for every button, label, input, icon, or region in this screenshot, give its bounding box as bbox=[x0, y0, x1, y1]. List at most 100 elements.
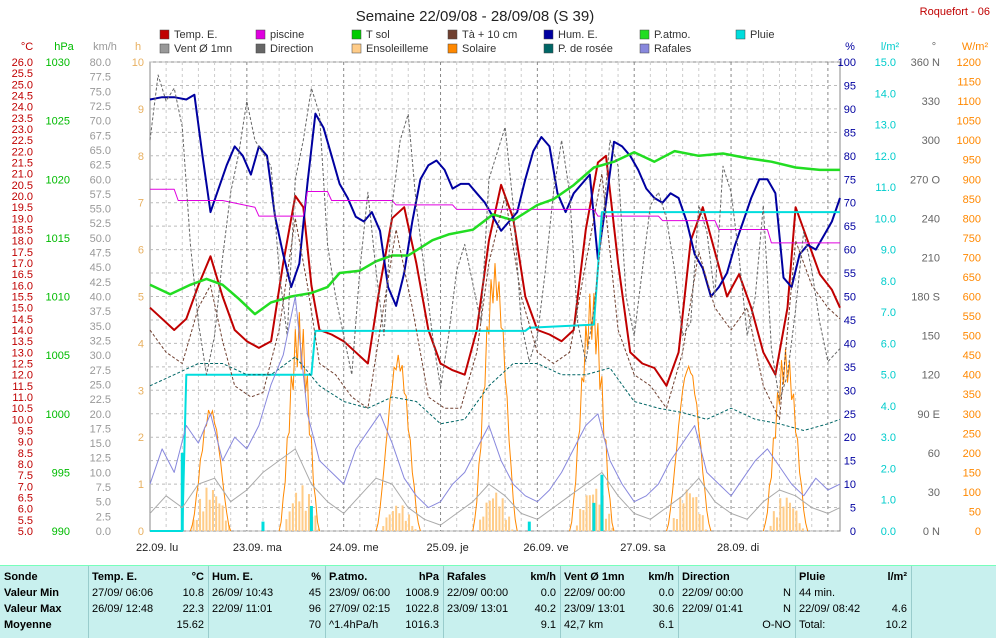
axis-tick-temp: 13.5 bbox=[12, 336, 33, 348]
axis-tick-pressure: 1025 bbox=[46, 116, 70, 128]
axis-tick-solar: 1150 bbox=[957, 77, 981, 89]
sunshine-bar bbox=[598, 504, 601, 531]
sunshine-bar bbox=[224, 520, 227, 531]
stats-avg-value: 10.2 bbox=[885, 619, 907, 631]
axis-tick-rain: 9.0 bbox=[881, 245, 896, 257]
series-rafales bbox=[149, 296, 841, 509]
axis-tick-solar: 0 bbox=[975, 526, 981, 538]
legend-label: Solaire bbox=[462, 43, 496, 55]
sunshine-bar bbox=[482, 516, 485, 531]
rain-bar bbox=[527, 521, 531, 531]
rain-bar bbox=[600, 474, 604, 531]
sunshine-bar bbox=[211, 490, 214, 531]
axis-tick-temp: 11.0 bbox=[12, 392, 33, 404]
axis-tick-rain: 13.0 bbox=[875, 120, 896, 132]
sunshine-bar bbox=[675, 519, 678, 531]
stats-min-date: 22/09/ 00:00 bbox=[564, 587, 626, 599]
axis-tick-humidity: 75 bbox=[844, 174, 856, 186]
chart-axes: 26.025.525.024.524.023.523.022.522.021.5… bbox=[12, 41, 989, 554]
axis-tick-solar: 250 bbox=[963, 428, 981, 440]
axis-tick-wind: 80.0 bbox=[90, 57, 111, 69]
sunshine-bar bbox=[582, 510, 585, 531]
axis-tick-temp: 10.0 bbox=[12, 414, 33, 426]
stats-max-value: 40.2 bbox=[534, 603, 556, 615]
legend-label: Tà + 10 cm bbox=[462, 29, 517, 41]
axis-tick-temp: 20.0 bbox=[12, 191, 33, 203]
sunshine-bar bbox=[192, 519, 195, 531]
axis-tick-wind: 15.0 bbox=[90, 438, 111, 450]
rain-bar bbox=[592, 502, 596, 531]
axis-tick-wind: 5.0 bbox=[96, 497, 111, 509]
axis-tick-solar: 1100 bbox=[957, 96, 981, 108]
stats-min-date: 22/09/ 00:00 bbox=[447, 587, 509, 599]
axis-tick-solar: 950 bbox=[963, 155, 981, 167]
axis-tick-temp: 24.5 bbox=[12, 91, 33, 103]
axis-tick-wind: 75.0 bbox=[90, 86, 111, 98]
axis-tick-wind: 62.5 bbox=[90, 160, 111, 172]
axis-tick-rain: 3.0 bbox=[881, 432, 896, 444]
x-axis-day-label: 22.09. lu bbox=[136, 542, 178, 554]
row-label-sonde: Sonde bbox=[4, 571, 38, 583]
stats-min-value: N bbox=[783, 587, 791, 599]
stats-avg-value: 9.1 bbox=[540, 619, 556, 631]
legend-label: P. de rosée bbox=[558, 43, 613, 55]
legend-swatch bbox=[351, 43, 362, 54]
sunshine-bar bbox=[228, 525, 231, 531]
axis-tick-temp: 8.5 bbox=[18, 448, 33, 460]
axis-unit-solar: W/m² bbox=[962, 41, 989, 53]
sunshine-bar bbox=[408, 514, 411, 531]
sunshine-bar bbox=[388, 514, 391, 531]
stats-max-value: 96 bbox=[308, 603, 321, 615]
axis-tick-sun: 1 bbox=[138, 479, 144, 491]
sunshine-bar bbox=[317, 528, 320, 531]
stats-max-date: 26/09/ 12:48 bbox=[92, 603, 154, 615]
sunshine-bar bbox=[195, 519, 198, 531]
axis-unit-sun: h bbox=[135, 41, 141, 53]
axis-tick-humidity: 95 bbox=[844, 80, 856, 92]
axis-tick-wind: 60.0 bbox=[90, 174, 111, 186]
stats-col-title: Vent Ø 1mn bbox=[564, 571, 625, 583]
axis-tick-humidity: 10 bbox=[844, 479, 856, 491]
axis-tick-pressure: 1005 bbox=[46, 350, 70, 362]
legend-label: T sol bbox=[366, 29, 390, 41]
stats-min-value: 1008.9 bbox=[405, 587, 439, 599]
sunshine-bar bbox=[485, 502, 488, 531]
legend-swatch bbox=[543, 43, 554, 54]
sunshine-bar bbox=[608, 513, 611, 531]
solar-curve bbox=[569, 293, 615, 532]
axis-tick-rain: 8.0 bbox=[881, 276, 896, 288]
chart-grid bbox=[149, 61, 841, 532]
sunshine-bar bbox=[701, 515, 704, 531]
legend-swatch bbox=[447, 29, 458, 40]
sunshine-bar bbox=[801, 528, 804, 531]
x-axis-day-label: 23.09. ma bbox=[233, 542, 283, 554]
stats-min-date: 27/09/ 06:06 bbox=[92, 587, 154, 599]
axis-tick-pressure: 1015 bbox=[46, 233, 70, 245]
axis-tick-wind: 25.0 bbox=[90, 379, 111, 391]
sunshine-bar bbox=[772, 511, 775, 531]
axis-tick-rain: 4.0 bbox=[881, 401, 896, 413]
stats-max-value: 22.3 bbox=[182, 603, 204, 615]
axis-tick-rain: 1.0 bbox=[881, 495, 896, 507]
sunshine-bar bbox=[411, 525, 414, 531]
legend-swatch bbox=[159, 29, 170, 40]
axis-tick-temp: 20.5 bbox=[12, 180, 33, 192]
sunshine-bar bbox=[588, 495, 591, 531]
axis-tick-solar: 900 bbox=[963, 174, 981, 186]
axis-tick-wind: 32.5 bbox=[90, 335, 111, 347]
stats-column: Pluie l/m² 44 min. 22/09/ 08:42 4.6 Total: 10.… bbox=[795, 566, 912, 638]
axis-tick-solar: 200 bbox=[963, 448, 981, 460]
stats-table: Sonde Valeur Min Valeur Max Moyenne Temp… bbox=[0, 565, 996, 638]
axis-tick-sun: 5 bbox=[138, 292, 144, 304]
axis-tick-wind: 37.5 bbox=[90, 306, 111, 318]
stats-min-date: 44 min. bbox=[799, 587, 836, 599]
axis-tick-wind: 17.5 bbox=[90, 423, 111, 435]
axis-tick-temp: 11.5 bbox=[12, 381, 33, 393]
stats-min-value: 0.0 bbox=[658, 587, 674, 599]
stats-col-title: Rafales bbox=[447, 571, 487, 583]
sunshine-bar bbox=[672, 518, 675, 531]
legend-label: Pluie bbox=[750, 29, 774, 41]
axis-tick-wind: 20.0 bbox=[90, 409, 111, 421]
x-axis-day-label: 27.09. sa bbox=[620, 542, 666, 554]
axis-tick-solar: 1000 bbox=[957, 135, 981, 147]
